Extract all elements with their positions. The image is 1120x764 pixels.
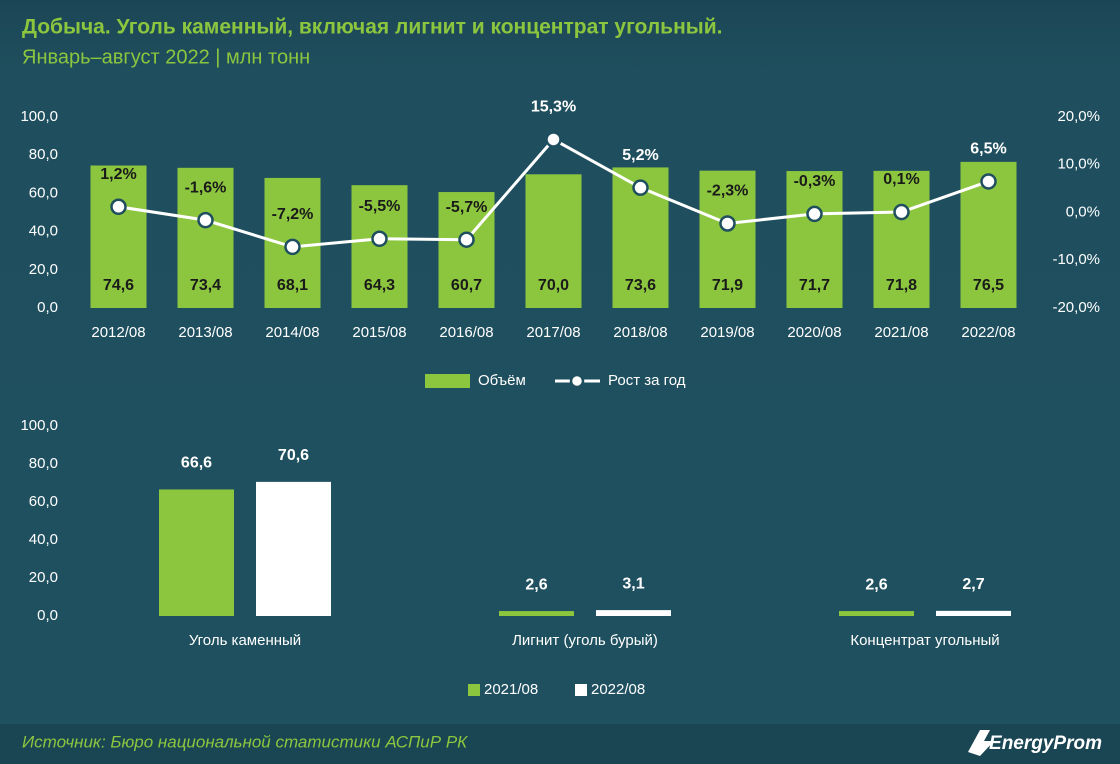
bar bbox=[873, 170, 930, 308]
y-tick-label: 60,0 bbox=[29, 493, 58, 510]
legend-label: 2022/08 bbox=[591, 681, 645, 698]
source: Источник: Бюро национальной статистики А… bbox=[22, 732, 468, 751]
bar-value-label: 71,9 bbox=[712, 277, 743, 294]
bar bbox=[177, 167, 234, 308]
legend-label: Объём bbox=[478, 372, 526, 389]
x-tick-label: Концентрат угольный bbox=[850, 632, 999, 649]
bar bbox=[596, 610, 671, 616]
bar bbox=[499, 611, 574, 616]
y2-tick-label: 20,0% bbox=[1057, 108, 1100, 125]
x-tick-label: 2015/08 bbox=[352, 324, 406, 341]
line-marker bbox=[371, 230, 388, 248]
line-value-label: -5,7% bbox=[446, 199, 488, 216]
legend-swatch bbox=[575, 684, 587, 696]
bar-value-label: 76,5 bbox=[973, 277, 1004, 294]
subtitle: Январь–август 2022 | млн тонн bbox=[22, 46, 310, 68]
y-tick-label: 60,0 bbox=[29, 184, 58, 201]
line-value-label: -2,3% bbox=[707, 183, 749, 200]
x-tick-label: 2021/08 bbox=[874, 324, 928, 341]
bar-value-label: 71,8 bbox=[886, 277, 917, 294]
line-marker bbox=[806, 205, 823, 223]
x-tick-label: 2017/08 bbox=[526, 324, 580, 341]
bar bbox=[90, 165, 147, 308]
bar-value-label: 68,1 bbox=[277, 277, 308, 294]
y-tick-label: 100,0 bbox=[20, 417, 58, 434]
line-marker bbox=[110, 198, 127, 216]
bar bbox=[699, 170, 756, 308]
bar bbox=[786, 171, 843, 308]
bar bbox=[438, 192, 495, 308]
line-marker bbox=[719, 215, 736, 232]
legend-swatch bbox=[569, 373, 585, 389]
y2-tick-label: -20,0% bbox=[1052, 299, 1100, 316]
y2-tick-label: -10,0% bbox=[1052, 251, 1100, 268]
y-tick-label: 80,0 bbox=[29, 146, 58, 163]
line-marker bbox=[284, 238, 301, 256]
line-marker bbox=[197, 211, 214, 229]
bar-value-label: 2,6 bbox=[525, 576, 547, 593]
line-value-label: -0,3% bbox=[794, 173, 836, 190]
line-value-label: -7,2% bbox=[272, 206, 314, 223]
legend-label: Рост за год bbox=[608, 372, 686, 389]
bar-value-label: 70,6 bbox=[278, 447, 309, 464]
bar-value-label: 70,0 bbox=[538, 277, 569, 294]
x-tick-label: 2012/08 bbox=[91, 324, 145, 341]
line-value-label: -5,5% bbox=[359, 198, 401, 215]
x-tick-label: 2013/08 bbox=[178, 324, 232, 341]
x-tick-label: 2020/08 bbox=[787, 324, 841, 341]
y-tick-label: 20,0 bbox=[29, 569, 58, 586]
line-marker bbox=[980, 173, 997, 190]
bar bbox=[159, 489, 234, 616]
logo-icon bbox=[968, 730, 994, 756]
x-tick-label: 2019/08 bbox=[700, 324, 754, 341]
line-value-label: 15,3% bbox=[531, 99, 576, 116]
bar-value-label: 2,6 bbox=[865, 576, 887, 593]
x-tick-label: Уголь каменный bbox=[189, 632, 301, 649]
bar-value-label: 71,7 bbox=[799, 277, 830, 294]
line-value-label: 5,2% bbox=[622, 147, 658, 164]
line-marker bbox=[632, 179, 649, 196]
y2-tick-label: 0,0% bbox=[1066, 203, 1100, 220]
y-tick-label: 20,0 bbox=[29, 261, 58, 278]
x-tick-label: 2022/08 bbox=[961, 324, 1015, 341]
line-value-label: 1,2% bbox=[100, 166, 136, 183]
line-marker bbox=[458, 231, 475, 248]
x-tick-label: 2018/08 bbox=[613, 324, 667, 341]
y-tick-label: 0,0 bbox=[37, 607, 58, 624]
x-tick-label: 2016/08 bbox=[439, 324, 493, 341]
legend-swatch bbox=[468, 684, 480, 696]
y-tick-label: 40,0 bbox=[29, 531, 58, 548]
bar-value-label: 64,3 bbox=[364, 277, 395, 294]
line-value-label: 0,1% bbox=[883, 171, 919, 188]
bar-value-label: 74,6 bbox=[103, 277, 134, 294]
title: Добыча. Уголь каменный, включая лигнит и… bbox=[22, 16, 722, 39]
bar-value-label: 2,7 bbox=[962, 576, 984, 593]
bar-value-label: 66,6 bbox=[181, 455, 212, 472]
legend-label: 2021/08 bbox=[484, 681, 538, 698]
line-value-label: -1,6% bbox=[185, 179, 227, 196]
line-value-label: 6,5% bbox=[970, 141, 1006, 158]
x-tick-label: Лигнит (уголь бурый) bbox=[512, 632, 658, 649]
bar bbox=[256, 481, 331, 616]
legend-swatch bbox=[425, 374, 470, 388]
y-tick-label: 0,0 bbox=[37, 299, 58, 316]
y-tick-label: 40,0 bbox=[29, 223, 58, 240]
bar bbox=[936, 610, 1011, 616]
y-tick-label: 100,0 bbox=[20, 108, 58, 125]
footer-band bbox=[0, 724, 1120, 764]
bar-value-label: 60,7 bbox=[451, 277, 482, 294]
y2-tick-label: 10,0% bbox=[1057, 156, 1100, 173]
line-marker bbox=[893, 203, 910, 221]
line-marker bbox=[545, 131, 562, 148]
bar bbox=[525, 174, 582, 308]
bar-value-label: 73,6 bbox=[625, 277, 656, 294]
bar-value-label: 73,4 bbox=[190, 277, 221, 294]
logo: EnergyProm bbox=[989, 733, 1102, 754]
bar-value-label: 3,1 bbox=[622, 575, 644, 592]
x-tick-label: 2014/08 bbox=[265, 324, 319, 341]
bar bbox=[839, 611, 914, 616]
y-tick-label: 80,0 bbox=[29, 455, 58, 472]
